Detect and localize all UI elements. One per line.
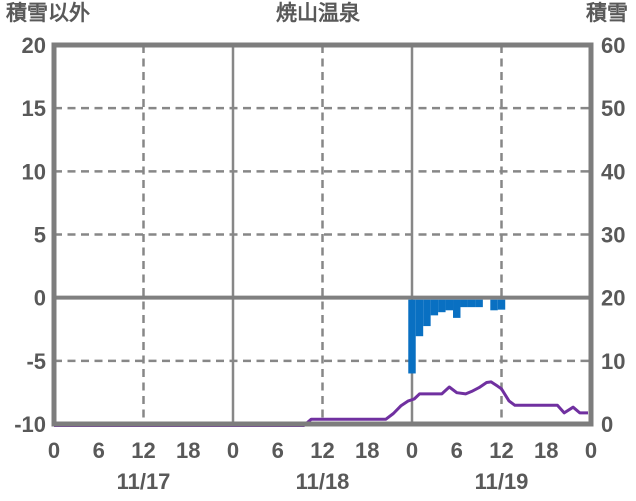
snow-bar-h56 [467,299,476,308]
hour-label-0: 0 [48,438,60,463]
right-axis-tick-50: 50 [601,96,625,121]
snow-bar-h51 [430,299,439,316]
left-axis-tick--10: -10 [14,412,46,437]
left-axis-tick--5: -5 [26,349,46,374]
hour-label-8: 0 [406,438,418,463]
plot-border [51,42,594,427]
right-axis-tick-0: 0 [601,412,613,437]
snow-bar-h60 [497,299,506,310]
hour-label-6: 12 [310,438,334,463]
date-label-1: 11/18 [296,469,350,494]
hour-label-11: 18 [534,438,558,463]
hour-label-2: 12 [131,438,155,463]
snow-bar-h50 [423,299,431,327]
right-axis-tick-10: 10 [601,349,625,374]
snow-bars [408,299,506,374]
left-axis-tick-20: 20 [22,33,46,58]
snow-bar-h54 [453,299,461,318]
right-axis-title: 積雪 [586,2,628,25]
hour-label-12: 0 [585,438,597,463]
date-label-2: 11/19 [475,469,529,494]
hour-label-1: 6 [93,438,105,463]
left-axis-tick-10: 10 [22,159,46,184]
hour-label-5: 6 [272,438,284,463]
snow-bar-h57 [475,299,483,308]
snow-bar-h48 [408,299,416,374]
chart-title: 焼山温泉 [276,2,360,25]
right-axis-tick-30: 30 [601,223,625,248]
snow-bar-h59 [490,299,498,311]
snow-bar-h55 [460,299,468,308]
hour-label-7: 18 [355,438,379,463]
left-axis-tick-5: 5 [34,223,46,248]
hour-label-9: 6 [451,438,463,463]
snow-bar-h52 [438,299,446,313]
snow-bar-h49 [415,299,424,337]
right-axis-tick-20: 20 [601,286,625,311]
snow-depth-line [54,380,588,427]
date-label-0: 11/17 [117,469,171,494]
left-axis-tick-15: 15 [22,96,46,121]
gridlines [54,45,591,424]
left-axis-tick-0: 0 [34,286,46,311]
hour-label-10: 12 [489,438,513,463]
hour-label-4: 0 [227,438,239,463]
snow-bar-h53 [445,299,454,311]
left-axis-title: 積雪以外 [6,2,90,25]
hour-label-3: 18 [176,438,200,463]
right-axis-tick-60: 60 [601,33,625,58]
right-axis-tick-40: 40 [601,159,625,184]
